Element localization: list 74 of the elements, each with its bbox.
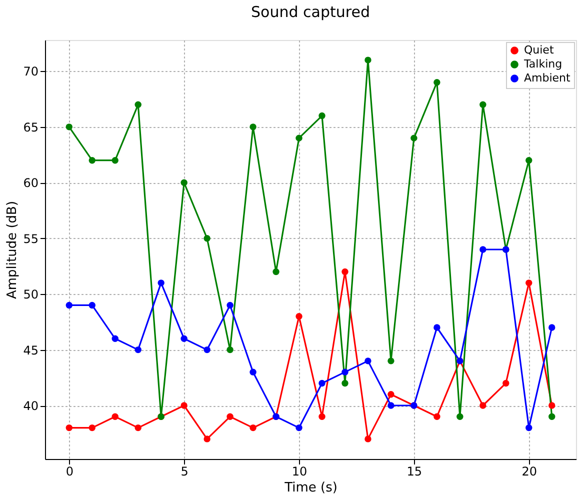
point [410, 134, 418, 142]
point [134, 424, 142, 432]
point [66, 124, 72, 130]
point [88, 302, 96, 309]
legend-label: Talking [523, 58, 562, 70]
point [226, 346, 234, 354]
point [296, 424, 302, 432]
legend-label: Ambient [524, 72, 572, 84]
point [342, 268, 348, 276]
point [548, 413, 556, 420]
x-tick-label: 20 [522, 464, 538, 478]
point [204, 436, 210, 442]
x-tick-label: 10 [292, 464, 308, 478]
point [480, 402, 486, 409]
point [250, 124, 256, 130]
point [158, 280, 164, 286]
point [364, 436, 372, 442]
point [434, 413, 440, 420]
point [342, 380, 348, 387]
x-tick-label: 15 [406, 464, 422, 478]
point [318, 413, 326, 420]
point [204, 235, 210, 242]
point [250, 424, 256, 432]
point [226, 302, 234, 309]
y-tick-label: 60 [23, 176, 38, 190]
point [112, 413, 118, 420]
y-tick-label: 45 [23, 343, 38, 358]
point [388, 358, 394, 364]
point [342, 368, 348, 376]
point [502, 380, 510, 387]
point [66, 302, 72, 309]
point [318, 380, 326, 387]
point [180, 335, 188, 342]
point [180, 402, 188, 409]
y-tick-label: 40 [23, 399, 38, 414]
legend-label: Quiet [524, 44, 554, 56]
point [526, 280, 532, 286]
point [112, 157, 118, 164]
y-tick-label: 55 [23, 232, 38, 246]
point [480, 246, 486, 253]
point [296, 134, 302, 142]
point [204, 346, 210, 354]
x-tick-label: 5 [180, 464, 188, 478]
y-tick-label: 70 [23, 64, 38, 79]
point [388, 391, 394, 398]
point [434, 324, 440, 331]
point [134, 346, 142, 354]
point [88, 157, 96, 164]
point [250, 368, 256, 376]
point [226, 413, 234, 420]
point [456, 413, 464, 420]
point [388, 402, 394, 409]
point [66, 424, 72, 432]
point [272, 268, 280, 276]
point [548, 324, 556, 331]
y-axis-title: Amplitude (dB) [5, 200, 20, 300]
x-tick-label: 0 [66, 464, 74, 478]
point [88, 424, 96, 432]
point [364, 358, 372, 364]
point [112, 335, 118, 342]
y-tick-label: 50 [23, 288, 38, 302]
point [526, 424, 532, 432]
y-tick-label: 65 [23, 120, 38, 134]
chart-title: Sound captured [251, 3, 370, 21]
x-axis-title: Time (s) [284, 480, 338, 496]
point [134, 101, 142, 108]
point [526, 157, 532, 164]
point [180, 179, 188, 186]
point [434, 79, 440, 86]
point [318, 112, 326, 120]
point [480, 101, 486, 108]
point [548, 402, 556, 409]
point [296, 313, 302, 320]
point [364, 56, 372, 64]
